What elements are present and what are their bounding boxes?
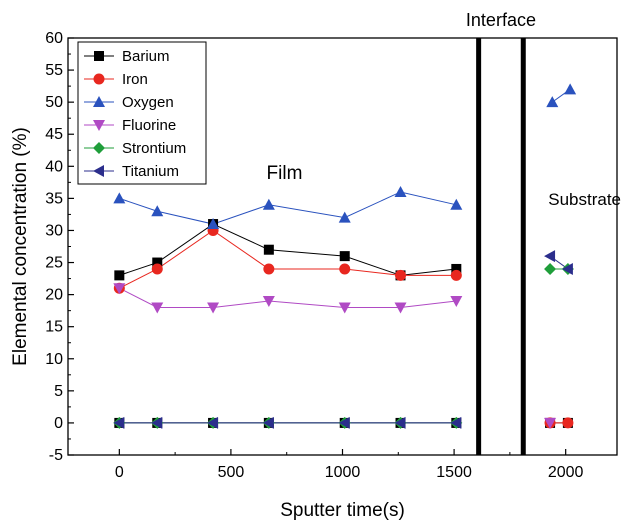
series-strontium bbox=[119, 268, 568, 424]
data-point-barium bbox=[152, 257, 163, 268]
data-point-iron bbox=[450, 269, 462, 281]
data-point-fluorine bbox=[207, 302, 220, 314]
data-point-titanium bbox=[151, 416, 163, 429]
y-tick-label: 15 bbox=[45, 319, 63, 336]
data-point-iron bbox=[395, 269, 407, 281]
y-tick-label: 0 bbox=[54, 415, 63, 432]
data-point-oxygen bbox=[450, 198, 463, 210]
data-point-barium bbox=[339, 251, 350, 262]
legend-marker-titanium bbox=[93, 165, 104, 177]
data-point-fluorine bbox=[544, 417, 557, 429]
data-point-barium bbox=[114, 270, 125, 281]
chart-axes: -5 0 5 10 15 20 25 30 35 40 45 50 55 60 0 500 1000 1500 20… bbox=[45, 30, 618, 481]
series-markers-oxygen bbox=[113, 83, 577, 230]
data-point-fluorine bbox=[450, 296, 463, 308]
legend-label-iron: Iron bbox=[122, 71, 148, 88]
legend: Barium Iron Oxygen Fluorine Strontium Titaniu… bbox=[77, 41, 207, 185]
series-titanium bbox=[119, 255, 569, 424]
legend-marker-oxygen bbox=[93, 96, 105, 107]
legend-box bbox=[77, 41, 207, 185]
legend-label-oxygen: Oxygen bbox=[122, 94, 174, 111]
data-point-iron bbox=[151, 263, 163, 275]
y-tick-label: 10 bbox=[45, 351, 63, 368]
legend-label-titanium: Titanium bbox=[122, 163, 179, 180]
annotation-substrate: Substrate bbox=[548, 190, 621, 209]
y-axis-title: Elemental concentration (%) bbox=[10, 127, 31, 366]
series-markers-fluorine bbox=[113, 283, 557, 429]
data-point-strontium bbox=[544, 262, 557, 275]
x-axis-title: Sputter time(s) bbox=[280, 500, 405, 521]
data-point-titanium bbox=[113, 416, 125, 429]
legend-label-strontium: Strontium bbox=[122, 140, 186, 157]
x-tick-label: 500 bbox=[218, 464, 245, 481]
data-point-oxygen bbox=[564, 83, 577, 95]
data-point-fluorine bbox=[113, 283, 126, 295]
data-point-titanium bbox=[561, 262, 573, 275]
data-point-barium bbox=[263, 244, 274, 255]
data-point-oxygen bbox=[113, 192, 126, 204]
chart-series bbox=[113, 38, 577, 455]
data-point-titanium bbox=[544, 250, 556, 263]
legend-marker-iron bbox=[93, 73, 105, 85]
legend-marker-strontium bbox=[93, 142, 105, 154]
data-point-fluorine bbox=[394, 302, 407, 314]
y-tick-label: -5 bbox=[49, 447, 63, 464]
x-tick-label: 2000 bbox=[548, 464, 584, 481]
series-line-barium bbox=[119, 223, 457, 276]
y-tick-label: 60 bbox=[45, 30, 63, 47]
y-tick-label: 50 bbox=[45, 94, 63, 111]
data-point-titanium bbox=[450, 416, 462, 429]
data-point-titanium bbox=[262, 416, 274, 429]
y-tick-label: 5 bbox=[54, 383, 63, 400]
data-point-iron bbox=[339, 263, 351, 275]
series-markers-barium bbox=[114, 219, 573, 428]
data-point-oxygen bbox=[338, 211, 351, 223]
data-point-titanium bbox=[394, 416, 406, 429]
legend-label-fluorine: Fluorine bbox=[122, 117, 176, 134]
y-tick-label: 30 bbox=[45, 222, 63, 239]
y-tick-label: 25 bbox=[45, 255, 63, 272]
data-point-fluorine bbox=[151, 302, 164, 314]
data-point-iron bbox=[263, 263, 275, 275]
series-fluorine bbox=[119, 287, 457, 308]
legend-label-barium: Barium bbox=[122, 48, 170, 65]
legend-marker-fluorine bbox=[93, 120, 105, 131]
x-tick-label: 0 bbox=[115, 464, 124, 481]
y-tick-label: 45 bbox=[45, 126, 63, 143]
series-line-iron bbox=[119, 229, 457, 289]
legend-marker-barium bbox=[94, 51, 104, 61]
data-point-oxygen bbox=[546, 96, 559, 108]
series-line-fluorine bbox=[119, 287, 457, 308]
data-point-barium bbox=[451, 263, 462, 274]
series-markers-titanium bbox=[113, 250, 573, 429]
data-point-titanium bbox=[338, 416, 350, 429]
x-tick-label: 1500 bbox=[436, 464, 472, 481]
annotation-interface: Interface bbox=[466, 10, 536, 30]
y-tick-label: 40 bbox=[45, 158, 63, 175]
data-point-oxygen bbox=[151, 205, 164, 217]
y-tick-label: 20 bbox=[45, 287, 63, 304]
data-point-iron bbox=[562, 417, 574, 429]
data-point-fluorine bbox=[338, 302, 351, 314]
data-point-oxygen bbox=[262, 198, 275, 210]
y-tick-label: 35 bbox=[45, 190, 63, 207]
y-tick-label: 55 bbox=[45, 62, 63, 79]
data-point-titanium bbox=[207, 416, 219, 429]
series-markers-strontium bbox=[113, 262, 574, 429]
data-point-fluorine bbox=[262, 296, 275, 308]
annotation-film: Film bbox=[267, 163, 303, 184]
data-point-oxygen bbox=[394, 185, 407, 197]
chart-annotations: Film Substrate Interface bbox=[267, 10, 621, 209]
data-point-oxygen bbox=[207, 218, 220, 230]
x-tick-label: 1000 bbox=[325, 464, 361, 481]
